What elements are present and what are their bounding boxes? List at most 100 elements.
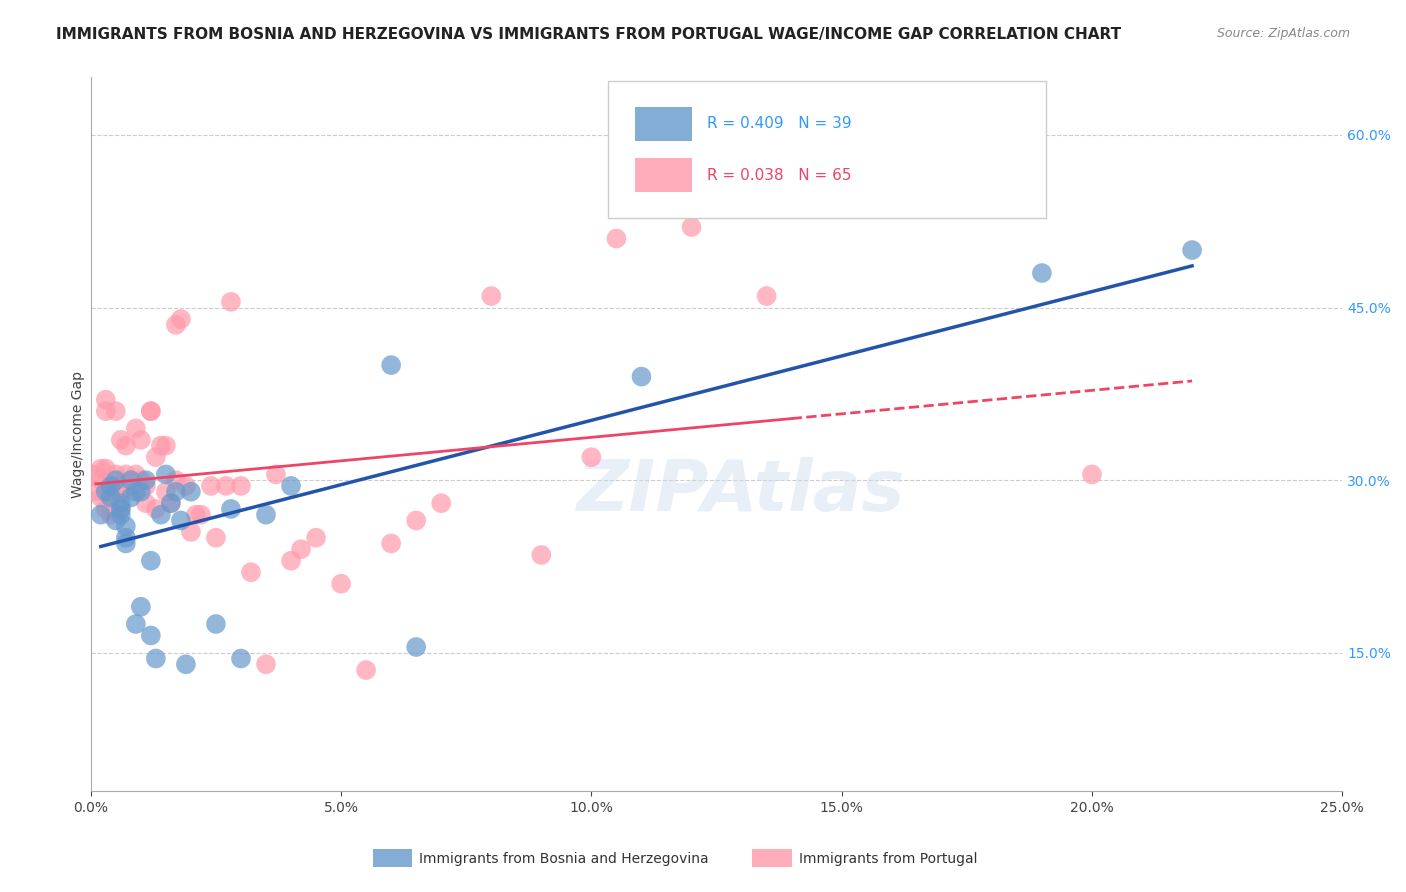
Point — [114, 536, 136, 550]
Point — [114, 531, 136, 545]
Point — [305, 531, 328, 545]
Point — [200, 479, 222, 493]
Point — [84, 484, 107, 499]
Point — [155, 467, 177, 482]
Point — [155, 484, 177, 499]
Point — [170, 513, 193, 527]
Point — [280, 479, 302, 493]
Point — [125, 617, 148, 632]
Point — [160, 496, 183, 510]
Point — [605, 231, 627, 245]
Point — [104, 473, 127, 487]
Point — [94, 502, 117, 516]
Point — [240, 565, 263, 579]
Point — [120, 491, 142, 505]
Point — [215, 479, 238, 493]
Point — [94, 484, 117, 499]
Point — [155, 439, 177, 453]
Point — [129, 473, 152, 487]
Point — [120, 473, 142, 487]
Point — [380, 536, 402, 550]
Point — [139, 554, 162, 568]
Point — [219, 294, 242, 309]
Point — [354, 663, 377, 677]
Y-axis label: Wage/Income Gap: Wage/Income Gap — [72, 371, 86, 498]
Point — [145, 450, 167, 465]
Point — [135, 473, 157, 487]
Point — [94, 392, 117, 407]
Point — [129, 484, 152, 499]
Point — [125, 467, 148, 482]
Point — [135, 479, 157, 493]
Point — [1081, 467, 1104, 482]
Point — [125, 484, 148, 499]
Point — [110, 484, 132, 499]
Point — [149, 508, 172, 522]
Point — [90, 508, 112, 522]
Point — [110, 508, 132, 522]
Text: Source: ZipAtlas.com: Source: ZipAtlas.com — [1216, 27, 1350, 40]
Point — [129, 433, 152, 447]
Text: Immigrants from Bosnia and Herzegovina: Immigrants from Bosnia and Herzegovina — [419, 852, 709, 866]
Point — [170, 312, 193, 326]
Point — [205, 617, 228, 632]
Text: IMMIGRANTS FROM BOSNIA AND HERZEGOVINA VS IMMIGRANTS FROM PORTUGAL WAGE/INCOME G: IMMIGRANTS FROM BOSNIA AND HERZEGOVINA V… — [56, 27, 1122, 42]
Text: Immigrants from Portugal: Immigrants from Portugal — [799, 852, 977, 866]
Point — [90, 461, 112, 475]
Point — [330, 576, 353, 591]
Point — [110, 502, 132, 516]
Point — [681, 220, 703, 235]
Point — [254, 508, 277, 522]
Point — [104, 404, 127, 418]
Point — [125, 421, 148, 435]
Point — [405, 513, 427, 527]
FancyBboxPatch shape — [607, 81, 1046, 218]
Point — [135, 496, 157, 510]
Point — [104, 467, 127, 482]
Point — [100, 491, 122, 505]
Point — [100, 479, 122, 493]
Point — [184, 508, 207, 522]
Point — [180, 484, 202, 499]
Point — [110, 496, 132, 510]
Point — [120, 479, 142, 493]
Point — [430, 496, 453, 510]
Point — [104, 479, 127, 493]
Point — [110, 502, 132, 516]
Point — [90, 491, 112, 505]
Point — [174, 657, 197, 672]
Point — [139, 404, 162, 418]
Point — [149, 439, 172, 453]
Point — [530, 548, 553, 562]
Point — [290, 542, 312, 557]
Point — [405, 640, 427, 654]
Point — [104, 513, 127, 527]
Point — [84, 467, 107, 482]
Point — [190, 508, 212, 522]
Text: ZIPAtlas: ZIPAtlas — [578, 457, 905, 525]
Point — [145, 651, 167, 665]
Point — [1181, 243, 1204, 257]
Point — [100, 491, 122, 505]
Point — [180, 524, 202, 539]
Point — [94, 404, 117, 418]
Point — [129, 599, 152, 614]
Point — [165, 473, 187, 487]
Bar — [636, 158, 692, 193]
Point — [205, 531, 228, 545]
Point — [219, 502, 242, 516]
Point — [94, 461, 117, 475]
Point — [581, 450, 603, 465]
Point — [114, 467, 136, 482]
Point — [229, 651, 252, 665]
Point — [114, 519, 136, 533]
Text: R = 0.409   N = 39: R = 0.409 N = 39 — [707, 116, 851, 131]
Point — [110, 433, 132, 447]
Point — [280, 554, 302, 568]
Point — [479, 289, 502, 303]
Point — [264, 467, 287, 482]
Point — [165, 484, 187, 499]
Point — [229, 479, 252, 493]
Text: R = 0.038   N = 65: R = 0.038 N = 65 — [707, 168, 851, 183]
Point — [1031, 266, 1053, 280]
